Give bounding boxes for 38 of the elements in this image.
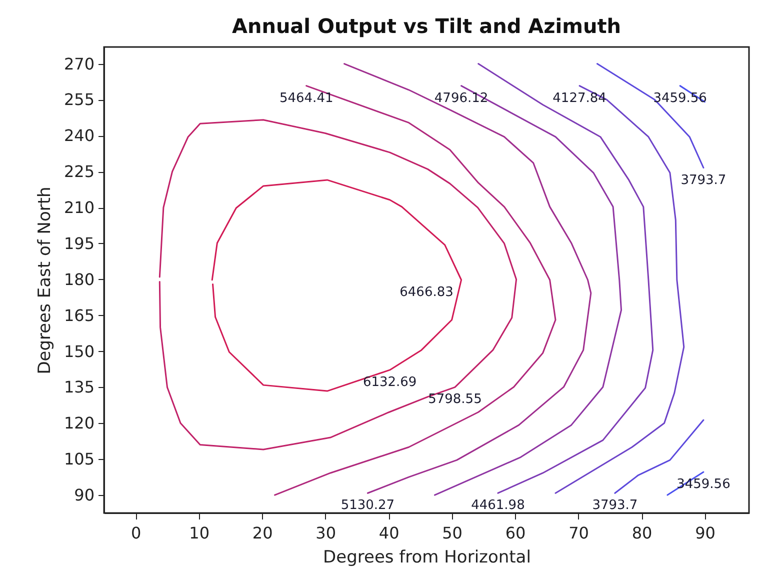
annotation: 5130.27 xyxy=(340,498,395,514)
x-tick-label: 70 xyxy=(568,524,589,542)
x-axis-title: Degrees from Horizontal xyxy=(323,548,531,568)
annotation: 4796.12 xyxy=(434,90,488,106)
annotation: 6466.83 xyxy=(400,285,454,300)
y-tick-label: 225 xyxy=(64,162,94,182)
y-tick-label: 255 xyxy=(64,90,94,110)
x-tick-label: 20 xyxy=(252,524,273,542)
y-tick-label: 210 xyxy=(64,198,94,218)
y-tick-label: 120 xyxy=(64,414,94,433)
chart-title: Annual Output vs Tilt and Azimuth xyxy=(232,14,622,38)
x-tick-label: 90 xyxy=(695,524,716,542)
y-tick-label: 105 xyxy=(64,450,94,469)
y-tick-label: 150 xyxy=(64,342,94,361)
x-tick-label: 80 xyxy=(632,524,652,542)
annotation: 5464.41 xyxy=(279,90,334,106)
y-tick-label: 165 xyxy=(64,306,94,325)
line-series xyxy=(158,119,518,450)
annotation: 5798.55 xyxy=(428,392,482,408)
x-tick-label: 50 xyxy=(442,524,462,542)
annotation: 6132.69 xyxy=(362,374,417,390)
x-tick-label: 0 xyxy=(131,524,142,542)
y-tick-label: 135 xyxy=(64,378,94,397)
annotation: 4461.98 xyxy=(471,498,525,514)
y-tick-label: 240 xyxy=(64,126,94,146)
x-tick-label: 60 xyxy=(505,524,526,542)
y-tick-label: 195 xyxy=(64,234,94,253)
annotation: 3793.7 xyxy=(592,498,638,514)
y-tick-label: 180 xyxy=(64,270,94,289)
line-series xyxy=(211,179,462,392)
x-tick-label: 30 xyxy=(316,524,336,542)
y-tick-label: 90 xyxy=(74,486,94,505)
x-tick-label: 10 xyxy=(189,524,210,542)
x-tick-label: 40 xyxy=(378,524,400,542)
annotation: 4127.84 xyxy=(552,90,606,106)
y-axis-title: Degrees East of North xyxy=(34,186,55,374)
annotation: 3793.7 xyxy=(680,172,726,188)
y-tick-label: 270 xyxy=(64,54,94,74)
